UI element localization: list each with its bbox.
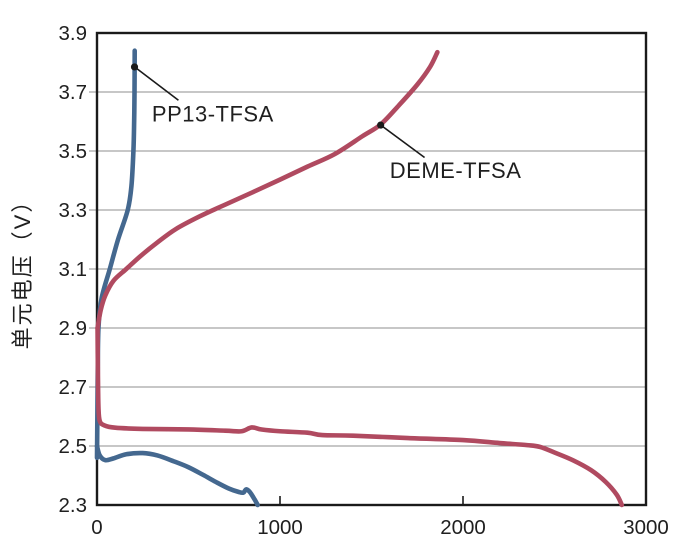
ytick-label-2.5: 2.5 — [59, 435, 88, 458]
ytick-label-2.9: 2.9 — [59, 317, 88, 340]
annotation-dot-PP13-TFSA — [130, 63, 139, 71]
xtick-label-3000: 3000 — [623, 516, 669, 539]
ytick-label-3.1: 3.1 — [59, 258, 88, 281]
series-DEME-TFSA-discharge-line — [95, 325, 625, 508]
annotation-leader-PP13-TFSA — [134, 66, 179, 101]
series-DEME-TFSA-charge-line — [95, 49, 440, 331]
ytick-label-3.5: 3.5 — [59, 140, 88, 163]
xtick-label-1000: 1000 — [257, 516, 303, 539]
series-PP13-TFSA-discharge-line — [94, 443, 260, 508]
plot-border — [95, 31, 648, 507]
ytick-label-2.7: 2.7 — [59, 376, 88, 399]
ytick-label-3.9: 3.9 — [59, 22, 88, 45]
annotation-leader-DEME-TFSA — [380, 124, 426, 159]
annotation-dot-DEME-TFSA — [377, 121, 385, 129]
ytick-label-2.3: 2.3 — [59, 494, 88, 517]
ytick-label-3.7: 3.7 — [59, 81, 88, 104]
xtick-label-2000: 2000 — [440, 516, 486, 539]
ytick-label-3.3: 3.3 — [59, 199, 88, 222]
xtick-label-0: 0 — [91, 516, 102, 539]
series-label-DEME-TFSA: DEME-TFSA — [390, 158, 522, 183]
series-PP13-TFSA-charge-line — [94, 48, 137, 461]
series-label-PP13-TFSA: PP13-TFSA — [152, 101, 274, 126]
